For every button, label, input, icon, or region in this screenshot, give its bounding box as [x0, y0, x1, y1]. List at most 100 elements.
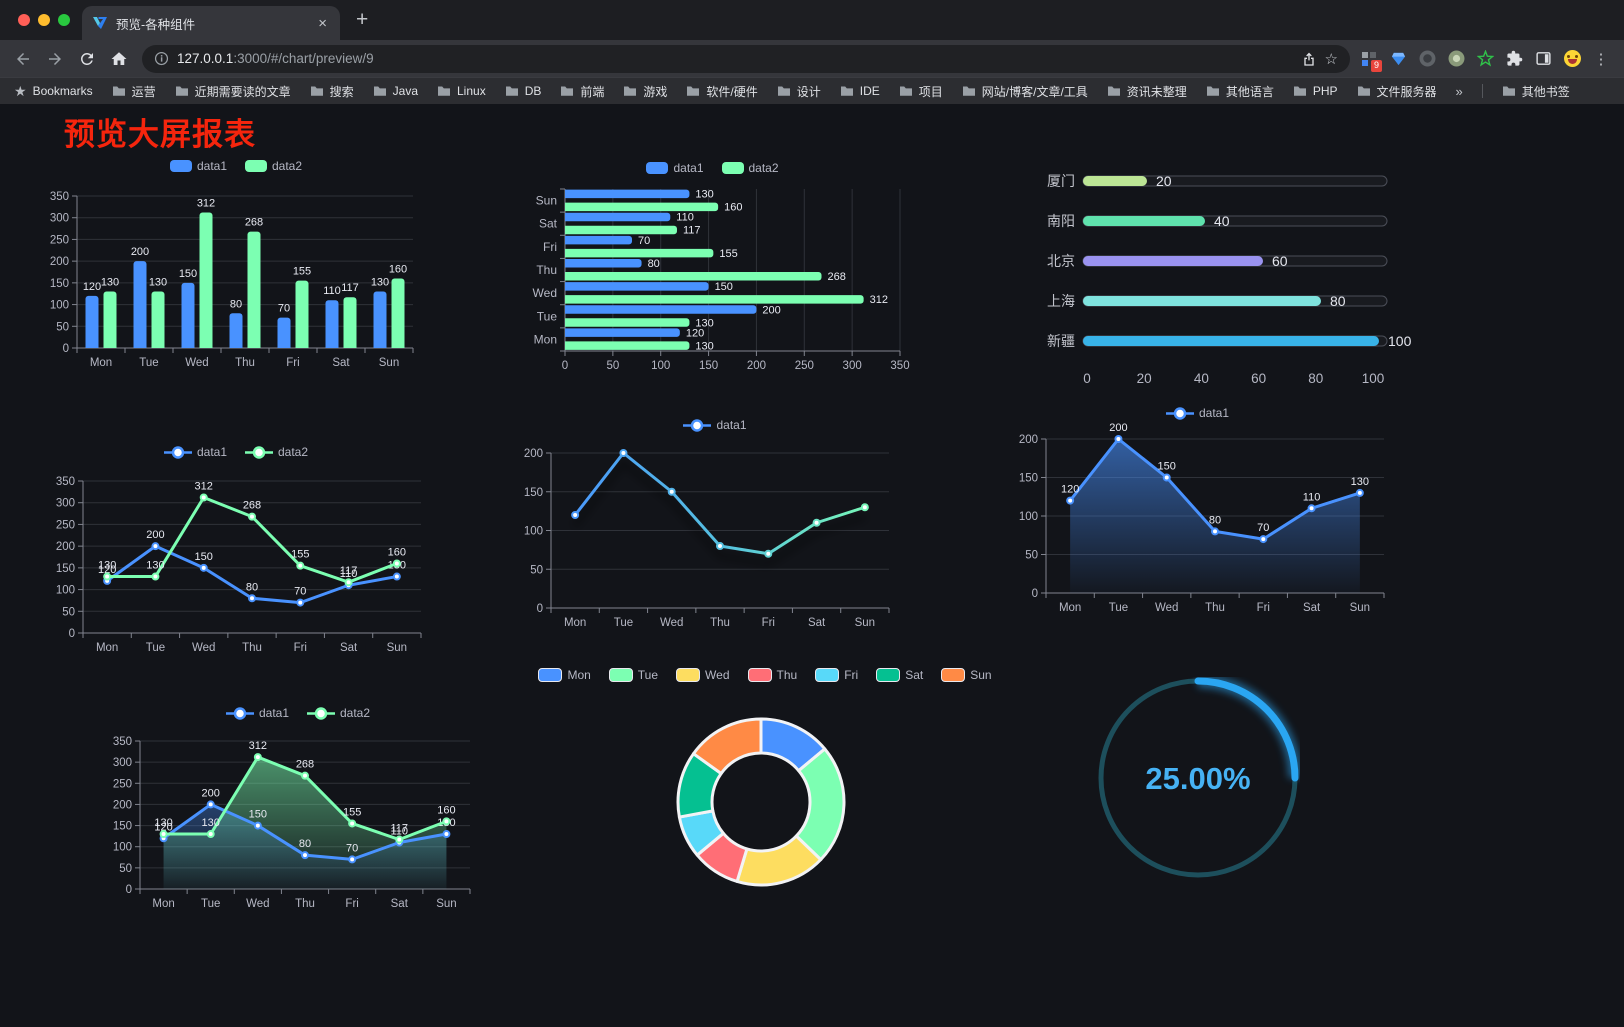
legend-item[interactable]: Wed: [676, 668, 730, 682]
bookmarks-root[interactable]: ★ Bookmarks: [14, 83, 93, 100]
svg-text:Thu: Thu: [1205, 602, 1225, 614]
bookmark-folder[interactable]: 设计: [777, 83, 821, 100]
bookmark-folder[interactable]: 前端: [560, 83, 604, 100]
other-bookmarks-folder[interactable]: 其他书签: [1502, 83, 1570, 100]
folder-icon: [373, 86, 386, 96]
legend-item[interactable]: data1: [1165, 406, 1229, 420]
chart-gauge: 25.00%: [1096, 674, 1302, 881]
svg-text:100: 100: [524, 526, 543, 538]
browser-menu-icon[interactable]: ⋮: [1593, 50, 1609, 68]
close-window-button[interactable]: [18, 14, 30, 26]
chart-legend: data1: [1000, 406, 1395, 420]
folder-icon: [561, 86, 574, 96]
bookmark-folder[interactable]: 搜索: [310, 83, 354, 100]
reload-button[interactable]: [72, 45, 102, 73]
svg-text:130: 130: [154, 817, 172, 829]
bookmark-folder[interactable]: PHP: [1293, 84, 1338, 98]
minimize-window-button[interactable]: [38, 14, 50, 26]
svg-text:Wed: Wed: [185, 357, 208, 369]
legend-label: Wed: [705, 668, 730, 682]
svg-text:Thu: Thu: [242, 642, 262, 654]
legend-label: data2: [748, 161, 779, 175]
bookmark-folder-label: 文件服务器: [1376, 84, 1437, 99]
new-tab-button[interactable]: +: [356, 8, 369, 31]
svg-text:150: 150: [50, 278, 69, 290]
bookmark-folder[interactable]: DB: [505, 84, 541, 98]
svg-text:上海: 上海: [1047, 293, 1075, 309]
bookmark-folder[interactable]: IDE: [840, 84, 880, 98]
bookmark-folder[interactable]: 网站/博客/文章/工具: [962, 83, 1088, 100]
back-button[interactable]: [8, 45, 38, 73]
legend-item[interactable]: Tue: [608, 668, 659, 682]
chart-legend: data1 data2: [515, 161, 910, 175]
svg-text:100: 100: [1362, 371, 1385, 386]
svg-text:250: 250: [795, 360, 814, 371]
svg-text:60: 60: [1251, 371, 1266, 386]
legend-item[interactable]: data1: [163, 445, 227, 459]
tab-close-icon[interactable]: ×: [318, 14, 327, 32]
svg-text:130: 130: [1351, 476, 1369, 488]
legend-item[interactable]: Thu: [747, 668, 797, 682]
browser-tab[interactable]: 预览-各种组件 ×: [82, 6, 340, 40]
maximize-window-button[interactable]: [58, 14, 70, 26]
sidebar-toggle-icon[interactable]: [1532, 48, 1554, 70]
address-bar[interactable]: 127.0.0.1:3000/#/chart/preview/9 ☆: [142, 44, 1350, 73]
folder-icon: [1206, 86, 1219, 96]
svg-text:Sat: Sat: [1303, 602, 1321, 614]
share-icon[interactable]: [1301, 51, 1317, 67]
forward-button[interactable]: [40, 45, 70, 73]
extension-circle-dark-icon[interactable]: [1416, 48, 1438, 70]
legend-label: Tue: [637, 668, 659, 682]
bookmark-folder[interactable]: 其他语言: [1206, 83, 1274, 100]
extensions-puzzle-icon[interactable]: [1503, 48, 1525, 70]
emoji-extension-icon[interactable]: [1561, 48, 1583, 70]
bookmark-folder[interactable]: 近期需要读的文章: [175, 83, 291, 100]
svg-text:50: 50: [1025, 550, 1038, 562]
bookmark-folder[interactable]: Linux: [437, 84, 486, 98]
bookmark-folder[interactable]: 资讯未整理: [1107, 83, 1187, 100]
legend-item[interactable]: data2: [307, 706, 370, 720]
extension-circle-olive-icon[interactable]: [1445, 48, 1467, 70]
bookmark-star-icon[interactable]: ☆: [1324, 50, 1338, 68]
chart-grouped-bar: 0 50 100 150 200 250 300 350 Mon Tue Wed Thu Fri Sat S…: [36, 151, 436, 373]
bookmark-folder[interactable]: 游戏: [623, 83, 667, 100]
bookmark-folder[interactable]: 运营: [112, 83, 156, 100]
svg-text:200: 200: [747, 360, 766, 371]
tab-strip: 预览-各种组件 × +: [0, 0, 1624, 40]
extension-green-star-icon[interactable]: [1474, 48, 1496, 70]
folder-icon: [112, 86, 125, 96]
svg-text:厦门: 厦门: [1047, 173, 1075, 189]
extension-grid-icon[interactable]: 9: [1358, 48, 1382, 72]
legend-label: Fri: [844, 668, 859, 682]
bookmark-folder[interactable]: Java: [373, 84, 418, 98]
legend-item[interactable]: data1: [225, 706, 289, 720]
svg-text:155: 155: [343, 806, 361, 818]
legend-item[interactable]: Fri: [815, 668, 858, 682]
legend-item[interactable]: data2: [721, 161, 779, 175]
svg-text:80: 80: [648, 258, 660, 270]
legend-item[interactable]: data2: [245, 445, 308, 459]
legend-item[interactable]: Sat: [876, 668, 923, 682]
svg-text:150: 150: [113, 821, 132, 833]
svg-text:70: 70: [638, 235, 650, 247]
svg-text:Wed: Wed: [660, 617, 683, 629]
site-info-icon[interactable]: [154, 51, 169, 66]
legend-item[interactable]: data1: [646, 161, 704, 175]
legend-item[interactable]: data1: [683, 418, 747, 432]
bookmark-folder[interactable]: 软件/硬件: [686, 83, 758, 100]
bookmark-folder[interactable]: 项目: [899, 83, 943, 100]
legend-item[interactable]: data2: [245, 159, 302, 173]
svg-text:200: 200: [524, 448, 543, 460]
legend-item[interactable]: data1: [169, 159, 227, 173]
bookmark-folder-label: 前端: [580, 84, 605, 99]
home-button[interactable]: [104, 45, 134, 73]
svg-text:300: 300: [56, 498, 75, 510]
extension-gem-icon[interactable]: [1387, 48, 1409, 70]
bookmarks-overflow-chevron[interactable]: »: [1455, 83, 1463, 99]
bookmark-folder[interactable]: 文件服务器: [1357, 83, 1437, 100]
chart-legend: data1 data2: [36, 445, 436, 459]
legend-item[interactable]: Sun: [941, 668, 992, 682]
svg-text:250: 250: [113, 778, 132, 790]
chart-canvas: 0 50 100 150 200 Mon Tue Wed Thu Fri Sat Sun 120 200 1…: [1019, 422, 1385, 614]
legend-item[interactable]: Mon: [538, 668, 591, 682]
